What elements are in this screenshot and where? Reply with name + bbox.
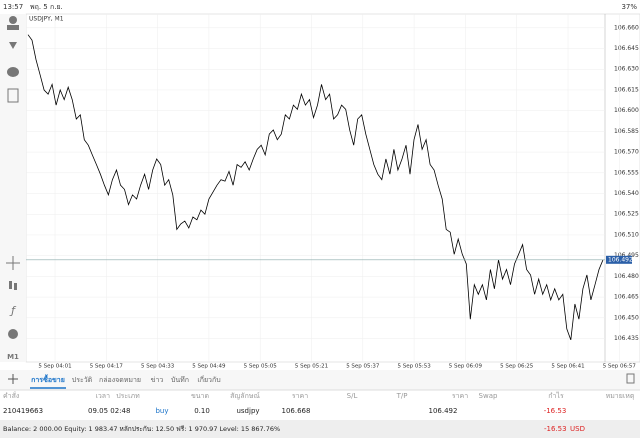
tab[interactable]: ประวัติ: [72, 376, 93, 384]
x-tick-label: 5 Sep 05:37: [346, 364, 380, 370]
status-time: 13:57: [3, 3, 23, 11]
y-tick-label: 106.585: [614, 128, 639, 135]
table-cell[interactable]: 106.668: [282, 407, 311, 415]
table-header: เวลา: [95, 392, 110, 400]
table-header: T/P: [396, 392, 408, 400]
table-cell[interactable]: 09.05 02:48: [88, 407, 130, 415]
add-button[interactable]: [8, 374, 18, 384]
left-toolbar: ƒ M1: [0, 14, 26, 362]
y-tick-label: 106.495: [614, 252, 639, 259]
summary-currency: USD: [570, 425, 585, 433]
x-tick-label: 5 Sep 04:01: [38, 364, 71, 370]
y-tick-label: 106.660: [614, 24, 639, 31]
y-tick-label: 106.435: [614, 335, 639, 342]
table-header: ราคา: [292, 392, 308, 400]
table-header: สัญลักษณ์: [230, 392, 260, 400]
table-cell[interactable]: buy: [155, 407, 168, 415]
x-tick-label: 5 Sep 06:25: [500, 364, 534, 370]
status-date: พฤ. 5 ก.ย.: [30, 3, 63, 11]
summary-profit: -16.53: [544, 425, 567, 433]
y-tick-label: 106.555: [614, 169, 639, 176]
chart-title: USDJPY, M1: [29, 16, 64, 23]
status-battery: 37%: [621, 3, 637, 11]
indicator-icon[interactable]: ƒ: [9, 304, 17, 317]
y-tick-label: 106.600: [614, 107, 639, 114]
tab[interactable]: การซื้อขาย: [31, 373, 65, 384]
new-doc-icon[interactable]: [7, 88, 19, 103]
summary-bar: [0, 420, 640, 438]
objects-icon[interactable]: [8, 329, 18, 339]
x-tick-label: 5 Sep 04:17: [90, 364, 124, 370]
table-cell[interactable]: -16.53: [544, 407, 567, 415]
current-price-box: [606, 255, 632, 264]
timeframe-button[interactable]: M1: [7, 353, 19, 361]
layout-button[interactable]: [626, 373, 635, 384]
tab[interactable]: กล่องจดหมาย: [99, 376, 141, 384]
table-cell[interactable]: usdjpy: [236, 407, 259, 415]
table-header: ขนาด: [191, 392, 209, 400]
current-price-label: 106.492: [608, 256, 633, 263]
table-header: Swap: [479, 392, 498, 400]
account-icon[interactable]: [9, 16, 17, 24]
y-tick-label: 106.480: [614, 273, 639, 280]
table-cell[interactable]: 106.492: [429, 407, 458, 415]
table-header: S/L: [347, 392, 358, 400]
y-tick-label: 106.645: [614, 45, 639, 52]
table-header: หมายเหตุ: [606, 392, 635, 400]
y-tick-label: 106.465: [614, 294, 639, 301]
table-header: คำสั่ง: [3, 391, 19, 400]
y-tick-label: 106.510: [614, 231, 639, 238]
crosshair-icon[interactable]: [6, 256, 20, 270]
x-tick-label: 5 Sep 06:09: [449, 364, 483, 370]
chart-frame: [25, 13, 640, 363]
y-tick-label: 106.540: [614, 190, 639, 197]
table-header: ราคา: [452, 392, 468, 400]
tab[interactable]: เกี่ยวกับ: [197, 375, 220, 384]
price-line: [27, 34, 604, 341]
tab-bar: [0, 370, 640, 390]
summary-text: Balance: 2 000.00 Equity: 1 983.47 หลักป…: [3, 425, 280, 433]
chat-icon[interactable]: [7, 67, 19, 77]
x-tick-label: 5 Sep 05:21: [295, 364, 328, 370]
x-tick-label: 5 Sep 04:33: [141, 364, 175, 370]
table-header: ประเภท: [116, 392, 140, 400]
y-tick-label: 106.570: [614, 149, 639, 156]
y-tick-label: 106.525: [614, 211, 639, 218]
y-tick-label: 106.450: [614, 314, 639, 321]
table-cell[interactable]: 0.10: [194, 407, 210, 415]
x-tick-label: 5 Sep 06:57: [603, 364, 637, 370]
x-tick-label: 5 Sep 06:41: [551, 364, 584, 370]
table-header: กำไร: [548, 391, 564, 400]
y-tick-label: 106.630: [614, 66, 639, 73]
tab[interactable]: บันทึก: [171, 375, 189, 384]
y-tick-label: 106.615: [614, 86, 639, 93]
trade-icon[interactable]: [9, 42, 17, 52]
chart-type-icon[interactable]: [9, 281, 12, 289]
table-cell[interactable]: 210419663: [3, 407, 43, 415]
x-tick-label: 5 Sep 04:49: [192, 364, 226, 370]
x-tick-label: 5 Sep 05:53: [397, 364, 431, 370]
x-tick-label: 5 Sep 05:05: [244, 364, 278, 370]
tab[interactable]: ข่าว: [151, 376, 164, 384]
